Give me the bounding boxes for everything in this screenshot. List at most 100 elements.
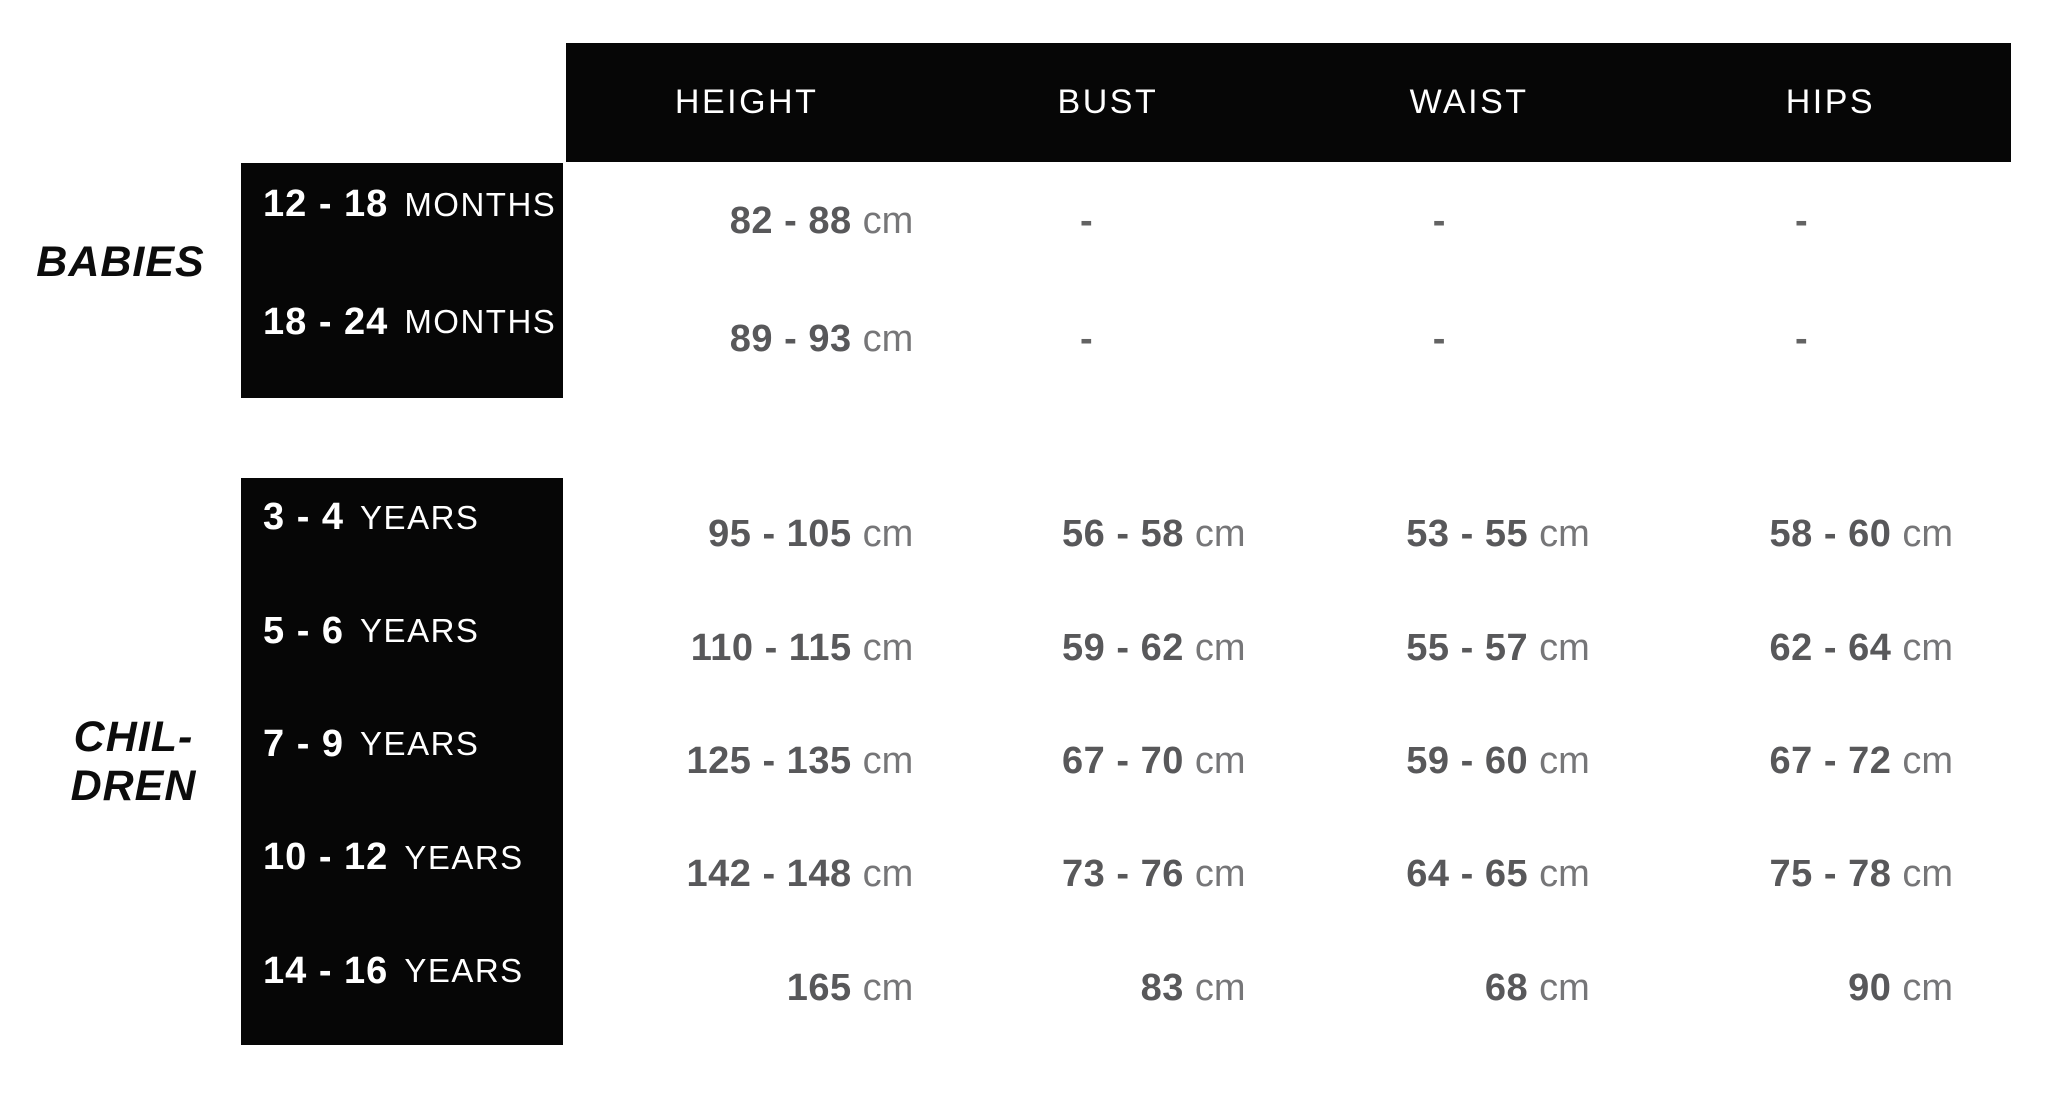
measurement-value: 53 - 55 <box>1406 513 1529 556</box>
measurement-value: 90 <box>1848 966 1892 1009</box>
measurement-cell-waist: 55 - 57 cm <box>1289 591 1650 704</box>
column-header-bust: BUST <box>1057 83 1159 121</box>
measurement-value: 59 - 60 <box>1406 739 1529 782</box>
column-header-hips: HIPS <box>1785 83 1876 121</box>
group-label-line: CHIL- <box>73 712 194 761</box>
size-range: 3 - 4 <box>263 496 345 539</box>
measurement-cell-bust: 67 - 70 cm <box>927 705 1288 818</box>
measurement-cell-height: 125 - 135 cm <box>566 705 927 818</box>
measurement-cell-empty: - <box>1650 281 2011 399</box>
size-range: 18 - 24 <box>263 300 389 343</box>
measurement-cell-hips: 75 - 78 cm <box>1650 818 2011 931</box>
measurement-unit: cm <box>1902 513 1953 556</box>
measurement-cell-hips: 67 - 72 cm <box>1650 705 2011 818</box>
size-row: 7 - 9 YEARS <box>241 688 563 801</box>
measurement-value: 165 <box>786 966 852 1009</box>
measurement-unit: cm <box>1902 739 1953 782</box>
size-unit: MONTHS <box>404 185 557 223</box>
measurement-unit: cm <box>1539 966 1590 1009</box>
children-size-box: 3 - 4 YEARS 5 - 6 YEARS 7 - 9 YEARS 10 -… <box>241 478 563 1045</box>
measurement-unit: cm <box>862 739 914 782</box>
size-unit: MONTHS <box>404 303 557 341</box>
measurement-value: 64 - 65 <box>1406 853 1529 896</box>
measurement-cell-waist: 59 - 60 cm <box>1289 705 1650 818</box>
measurement-cell-bust: 83 cm <box>927 932 1288 1045</box>
measurement-unit: cm <box>1539 513 1590 556</box>
measurement-unit: cm <box>1194 853 1246 896</box>
column-header-waist: WAIST <box>1409 83 1529 121</box>
group-label-children: CHIL- DREN <box>0 478 241 1045</box>
size-unit: YEARS <box>360 612 480 650</box>
measurement-value: 110 - 115 <box>690 626 852 669</box>
measurement-value: 67 - 70 <box>1062 739 1184 782</box>
measurement-cell-empty: - <box>1289 281 1650 399</box>
measurement-cell-height: 82 - 88 cm <box>566 163 927 281</box>
size-unit: YEARS <box>404 838 524 876</box>
measurement-unit: cm <box>1902 853 1953 896</box>
no-value-dash: - <box>1795 200 1808 243</box>
size-row: 5 - 6 YEARS <box>241 574 563 687</box>
column-header-bar: HEIGHT BUST WAIST HIPS <box>566 43 2011 162</box>
measurement-cell-empty: - <box>1289 163 1650 281</box>
measurement-value: 68 <box>1484 966 1529 1009</box>
size-range: 12 - 18 <box>263 183 389 226</box>
measurement-unit: cm <box>1902 626 1953 669</box>
size-row: 10 - 12 YEARS <box>241 801 563 914</box>
measurement-value: 56 - 58 <box>1062 513 1184 556</box>
no-value-dash: - <box>1432 317 1446 360</box>
measurement-unit: cm <box>1539 853 1590 896</box>
size-unit: YEARS <box>404 952 524 990</box>
measurement-cell-empty: - <box>1650 163 2011 281</box>
measurement-unit: cm <box>862 853 914 896</box>
measurement-cell-height: 95 - 105 cm <box>566 478 927 591</box>
measurement-value: 125 - 135 <box>686 739 852 782</box>
measurement-unit: cm <box>1539 739 1590 782</box>
size-unit: YEARS <box>360 498 480 536</box>
no-value-dash: - <box>1080 200 1093 243</box>
measurement-value: 82 - 88 <box>729 200 852 243</box>
measurement-cell-height: 89 - 93 cm <box>566 281 927 399</box>
measurement-value: 55 - 57 <box>1406 626 1529 669</box>
measurement-cell-height: 142 - 148 cm <box>566 818 927 931</box>
measurement-unit: cm <box>1902 966 1953 1009</box>
group-label-line: BABIES <box>36 238 205 286</box>
size-row: 12 - 18 MONTHS <box>241 146 563 264</box>
measurement-value: 67 - 72 <box>1769 739 1892 782</box>
measurement-unit: cm <box>862 513 914 556</box>
size-range: 14 - 16 <box>263 949 389 992</box>
measurement-unit: cm <box>1194 739 1246 782</box>
measurement-unit: cm <box>1194 966 1246 1009</box>
measurement-cell-waist: 64 - 65 cm <box>1289 818 1650 931</box>
measurement-unit: cm <box>862 317 914 360</box>
measurement-cell-bust: 73 - 76 cm <box>927 818 1288 931</box>
measurement-cell-empty: - <box>927 163 1288 281</box>
measurement-cell-height: 110 - 115 cm <box>566 591 927 704</box>
size-range: 5 - 6 <box>263 609 345 652</box>
measurement-unit: cm <box>1194 513 1246 556</box>
measurement-value: 95 - 105 <box>708 513 852 556</box>
size-row: 18 - 24 MONTHS <box>241 264 563 382</box>
measurement-unit: cm <box>1194 626 1246 669</box>
column-header-height: HEIGHT <box>674 83 819 121</box>
size-row: 3 - 4 YEARS <box>241 461 563 574</box>
measurement-value: 83 <box>1140 966 1184 1009</box>
size-unit: YEARS <box>360 725 480 763</box>
measurement-cell-height: 165 cm <box>566 932 927 1045</box>
measurement-unit: cm <box>1539 626 1590 669</box>
measurement-unit: cm <box>862 626 914 669</box>
measurement-value: 73 - 76 <box>1062 853 1184 896</box>
measurement-cell-bust: 59 - 62 cm <box>927 591 1288 704</box>
group-label-line: DREN <box>70 761 197 810</box>
measurement-unit: cm <box>862 200 914 243</box>
no-value-dash: - <box>1432 200 1446 243</box>
size-range: 7 - 9 <box>263 722 345 765</box>
no-value-dash: - <box>1080 317 1093 360</box>
measurement-unit: cm <box>862 966 914 1009</box>
measurement-value: 59 - 62 <box>1062 626 1184 669</box>
measurement-cell-hips: 58 - 60 cm <box>1650 478 2011 591</box>
group-label-babies: BABIES <box>0 145 241 380</box>
babies-size-box: 12 - 18 MONTHS 18 - 24 MONTHS <box>241 163 563 398</box>
babies-values-grid: 82 - 88 cm - - - 89 - 93 cm - - - <box>566 163 2011 398</box>
size-range: 10 - 12 <box>263 836 389 879</box>
